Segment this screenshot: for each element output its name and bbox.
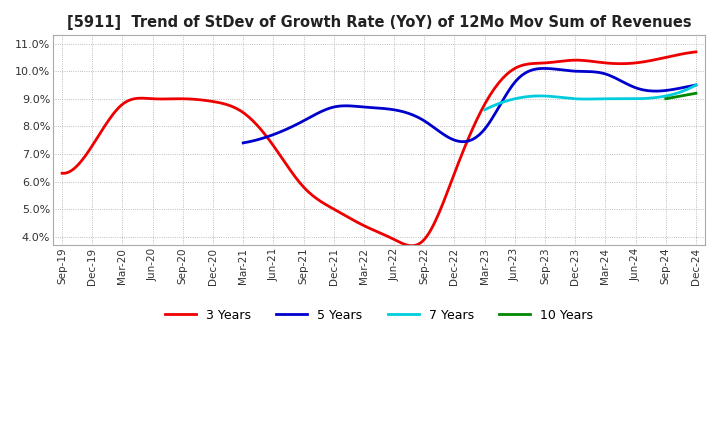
Line: 5 Years: 5 Years <box>243 69 696 143</box>
3 Years <box>437 204 446 209</box>
3 Years <box>634 60 643 65</box>
Line: 7 Years: 7 Years <box>485 85 696 110</box>
7 Years <box>481 107 490 112</box>
5 Years <box>239 140 248 146</box>
5 Years <box>540 66 549 71</box>
5 Years <box>507 84 516 90</box>
3 Years <box>692 49 701 55</box>
3 Years <box>448 177 456 182</box>
7 Years <box>692 82 701 88</box>
3 Years <box>60 171 68 176</box>
5 Years <box>692 82 701 88</box>
Legend: 3 Years, 5 Years, 7 Years, 10 Years: 3 Years, 5 Years, 7 Years, 10 Years <box>160 304 598 327</box>
10 Years <box>662 96 670 101</box>
Line: 3 Years: 3 Years <box>62 52 696 246</box>
7 Years <box>606 96 615 101</box>
10 Years <box>692 91 701 96</box>
5 Years <box>240 140 249 145</box>
7 Years <box>606 96 614 101</box>
7 Years <box>658 94 667 99</box>
3 Years <box>435 209 444 215</box>
5 Years <box>508 82 517 88</box>
5 Years <box>516 74 525 79</box>
5 Years <box>622 81 631 86</box>
7 Years <box>672 91 680 96</box>
7 Years <box>480 107 489 113</box>
3 Years <box>408 243 416 248</box>
3 Years <box>58 171 66 176</box>
7 Years <box>610 96 618 101</box>
Line: 10 Years: 10 Years <box>666 93 696 99</box>
Title: [5911]  Trend of StDev of Growth Rate (YoY) of 12Mo Mov Sum of Revenues: [5911] Trend of StDev of Growth Rate (Yo… <box>67 15 691 30</box>
5 Years <box>651 88 660 94</box>
3 Years <box>594 59 603 65</box>
